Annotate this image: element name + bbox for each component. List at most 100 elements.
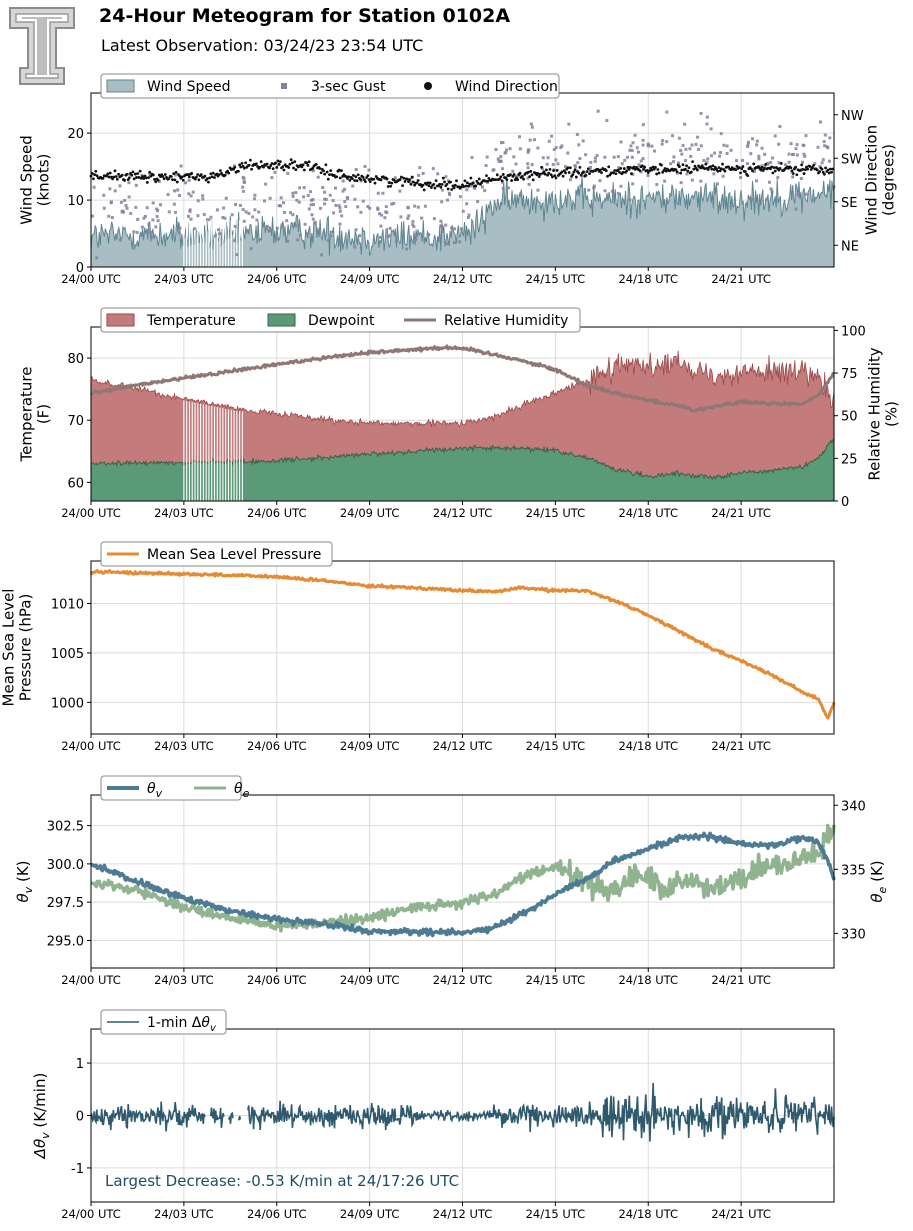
gust-point — [596, 109, 600, 113]
gust-point — [647, 144, 651, 148]
gust-point — [243, 180, 247, 184]
gust-point — [473, 185, 477, 189]
wind-direction-point — [259, 160, 263, 164]
gust-point — [157, 179, 161, 183]
wind-direction-point — [820, 167, 824, 171]
wind-direction-point — [772, 166, 776, 169]
wind-direction-point — [596, 167, 600, 171]
gust-point — [483, 189, 487, 193]
gust-point — [187, 192, 191, 196]
wind-direction-point — [379, 178, 383, 182]
gust-point — [631, 141, 635, 145]
wind-direction-point — [719, 167, 723, 171]
gust-point — [721, 174, 725, 178]
gust-point — [294, 191, 298, 195]
gust-point — [746, 144, 750, 148]
y-tick-label: 1005 — [51, 647, 84, 662]
gust-point — [253, 208, 257, 212]
gust-point — [552, 148, 556, 152]
gust-point — [470, 155, 474, 159]
panel-4-frame: 24/00 UTC 24/03 UTC 24/06 UTC 24/09 UTC 24/1… — [47, 794, 866, 987]
gust-point — [505, 148, 509, 152]
gust-point — [616, 191, 620, 195]
gust-point — [636, 150, 640, 154]
gust-point — [689, 154, 693, 158]
gust-point — [702, 158, 706, 162]
wind-direction-point — [801, 167, 805, 171]
wind-direction-point — [353, 179, 357, 182]
humidity-axis-label-line: Relative Humidity — [866, 347, 884, 480]
gust-point — [110, 216, 114, 220]
gust-point — [802, 152, 806, 156]
x-tick-label: 24/03 UTC — [154, 1207, 214, 1221]
wind-direction-point — [338, 176, 342, 180]
gust-point — [739, 176, 743, 180]
gust-point — [363, 164, 367, 168]
wind-direction-point — [548, 168, 552, 171]
gust-point — [440, 200, 444, 204]
wind-direction-point — [210, 175, 214, 179]
gust-point — [550, 134, 554, 138]
wind-direction-point — [199, 173, 203, 177]
gust-point — [310, 213, 314, 217]
gust-point — [384, 205, 388, 209]
gust-point — [149, 230, 153, 234]
wind-direction-point — [626, 165, 630, 169]
gust-point — [201, 194, 205, 198]
gust-point — [281, 201, 285, 205]
gust-point — [822, 140, 826, 144]
gust-point — [616, 155, 620, 159]
gust-point — [501, 180, 505, 184]
wind-direction-point — [411, 180, 415, 184]
gust-point — [440, 225, 444, 229]
wind-direction-point — [276, 159, 280, 163]
wind-direction-point — [193, 177, 197, 181]
gust-point — [791, 175, 795, 179]
wind-direction-point — [169, 175, 173, 178]
wind-direction-point — [660, 163, 663, 167]
gust-point — [119, 200, 123, 204]
gust-point — [598, 179, 602, 183]
wind-direction-point — [494, 178, 498, 181]
legend-swatch — [106, 79, 135, 93]
wind-direction-point — [645, 168, 649, 172]
gust-point — [268, 196, 272, 200]
wind-direction-point — [763, 167, 766, 170]
wind-direction-point — [547, 171, 551, 175]
gust-point — [253, 193, 257, 197]
wind-direction-point — [305, 161, 309, 165]
gust-point — [444, 223, 448, 227]
gust-point — [679, 148, 683, 152]
y2-tick-label: 330 — [841, 927, 866, 942]
gust-point — [416, 205, 420, 209]
legend-swatch — [281, 83, 287, 89]
gust-point — [646, 173, 650, 177]
wind-direction-point — [132, 177, 136, 181]
wind-speed-area — [91, 175, 834, 267]
gust-point — [755, 143, 759, 147]
wind-direction-point — [618, 170, 621, 174]
legend-label: θe — [234, 781, 250, 800]
wind-direction-point — [237, 169, 240, 173]
gust-point — [512, 155, 516, 159]
gust-point — [178, 226, 182, 230]
gust-point — [333, 186, 337, 190]
gust-point — [221, 216, 225, 220]
theta-series — [90, 823, 836, 938]
wind-direction-point — [598, 168, 602, 172]
wind-direction-point — [203, 174, 207, 178]
gust-point — [196, 199, 200, 203]
gust-point — [560, 144, 564, 148]
wind-direction-point — [712, 168, 716, 171]
wind-direction-point — [136, 172, 140, 175]
panel-4-legend: θv θe — [100, 775, 250, 801]
wind-direction-point — [113, 169, 117, 173]
gust-point — [669, 162, 673, 166]
gust-point — [787, 160, 791, 164]
x-tick-label: 24/00 UTC — [61, 272, 121, 286]
gust-point — [541, 156, 545, 160]
gust-point — [511, 169, 515, 173]
gust-point — [294, 224, 298, 228]
wind-direction-point — [531, 178, 535, 182]
wind-direction-point — [426, 181, 430, 185]
